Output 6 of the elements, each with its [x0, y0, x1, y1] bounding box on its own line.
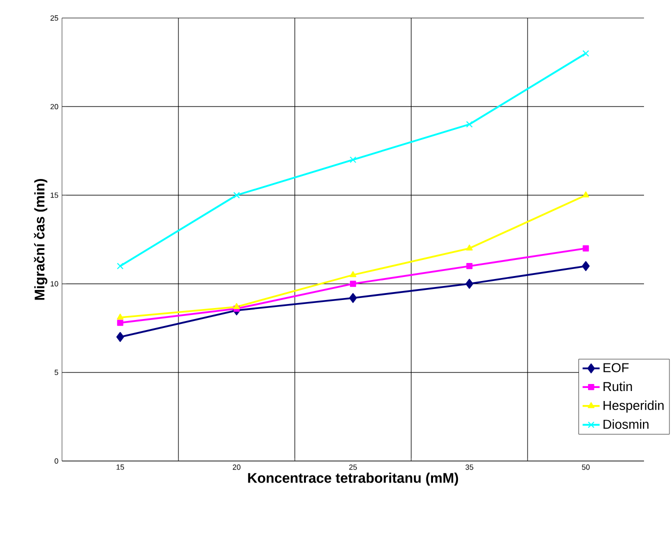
x-axis-title: Koncentrace tetraboritanu (mM) [248, 472, 458, 486]
y-axis-title: Migrační čas (min) [34, 178, 48, 300]
legend-label: Rutin [604, 382, 632, 392]
legend-label: Hesperidin [604, 400, 664, 413]
legend-label: EOF [604, 363, 629, 372]
legend-label: Diosmin [604, 419, 648, 429]
